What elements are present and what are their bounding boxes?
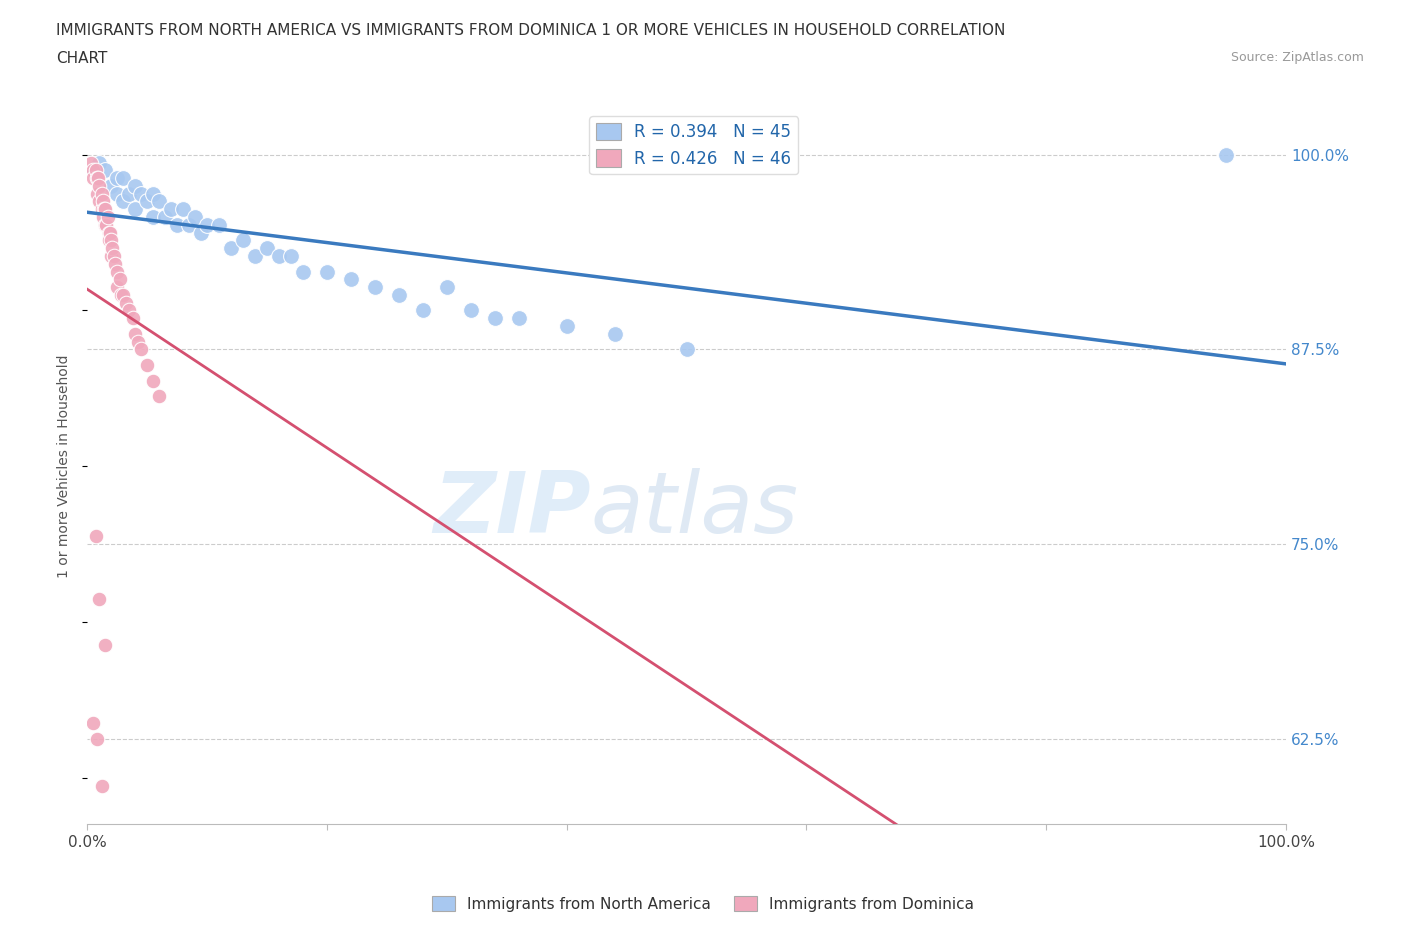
Point xyxy=(316,264,339,279)
Point xyxy=(148,194,170,209)
Point xyxy=(105,170,128,185)
Point xyxy=(87,170,110,185)
Point xyxy=(114,295,136,310)
Point xyxy=(94,218,117,232)
Point xyxy=(142,209,165,224)
Point xyxy=(160,202,183,217)
Point xyxy=(94,202,117,217)
Point xyxy=(101,241,124,256)
Point xyxy=(89,155,111,170)
Point xyxy=(267,248,290,263)
Point xyxy=(80,155,103,170)
Point xyxy=(91,194,114,209)
Point xyxy=(460,303,482,318)
Point xyxy=(256,241,278,256)
Point xyxy=(675,342,697,357)
Point xyxy=(340,272,363,286)
Point xyxy=(110,287,132,302)
Point xyxy=(1215,147,1237,162)
Legend: R = 0.394   N = 45, R = 0.426   N = 46: R = 0.394 N = 45, R = 0.426 N = 46 xyxy=(589,116,799,174)
Point xyxy=(436,280,458,295)
Point xyxy=(172,202,194,217)
Text: CHART: CHART xyxy=(56,51,108,66)
Point xyxy=(112,194,135,209)
Point xyxy=(97,225,120,240)
Point xyxy=(112,287,135,302)
Point xyxy=(105,186,128,201)
Point xyxy=(118,186,141,201)
Point xyxy=(112,170,135,185)
Point xyxy=(124,179,146,193)
Point xyxy=(96,209,118,224)
Text: Source: ZipAtlas.com: Source: ZipAtlas.com xyxy=(1230,51,1364,64)
Point xyxy=(90,186,112,201)
Point xyxy=(484,311,506,325)
Point xyxy=(129,186,152,201)
Point xyxy=(243,248,266,263)
Point xyxy=(98,225,121,240)
Point xyxy=(555,319,578,334)
Point xyxy=(195,218,218,232)
Point xyxy=(84,163,107,178)
Point xyxy=(103,248,125,263)
Point xyxy=(100,248,122,263)
Text: atlas: atlas xyxy=(591,468,799,551)
Point xyxy=(136,357,159,372)
Point xyxy=(82,170,104,185)
Point xyxy=(89,179,111,193)
Point xyxy=(82,163,104,178)
Point xyxy=(118,303,141,318)
Point xyxy=(142,373,165,388)
Point xyxy=(105,264,128,279)
Y-axis label: 1 or more Vehicles in Household: 1 or more Vehicles in Household xyxy=(58,354,72,578)
Point xyxy=(86,170,108,185)
Point xyxy=(89,194,111,209)
Point xyxy=(388,287,411,302)
Point xyxy=(108,272,131,286)
Point xyxy=(412,303,434,318)
Point xyxy=(94,163,117,178)
Point xyxy=(82,716,104,731)
Point xyxy=(97,232,120,247)
Point xyxy=(82,163,104,178)
Text: ZIP: ZIP xyxy=(433,468,591,551)
Text: IMMIGRANTS FROM NORTH AMERICA VS IMMIGRANTS FROM DOMINICA 1 OR MORE VEHICLES IN : IMMIGRANTS FROM NORTH AMERICA VS IMMIGRA… xyxy=(56,23,1005,38)
Point xyxy=(96,218,118,232)
Point xyxy=(184,209,207,224)
Point xyxy=(86,731,108,746)
Point xyxy=(94,638,117,653)
Point xyxy=(166,218,188,232)
Point xyxy=(90,202,112,217)
Point xyxy=(124,202,146,217)
Point xyxy=(219,241,242,256)
Point xyxy=(603,326,626,341)
Legend: Immigrants from North America, Immigrants from Dominica: Immigrants from North America, Immigrant… xyxy=(426,889,980,918)
Point xyxy=(100,232,122,247)
Point xyxy=(136,194,159,209)
Point xyxy=(232,232,254,247)
Point xyxy=(364,280,387,295)
Point xyxy=(89,591,111,606)
Point xyxy=(177,218,200,232)
Point xyxy=(84,529,107,544)
Point xyxy=(153,209,176,224)
Point xyxy=(208,218,231,232)
Point xyxy=(127,334,149,349)
Point xyxy=(190,225,212,240)
Point xyxy=(104,257,127,272)
Point xyxy=(280,248,302,263)
Point xyxy=(91,209,114,224)
Point xyxy=(86,186,108,201)
Point xyxy=(129,342,152,357)
Point xyxy=(100,179,122,193)
Point xyxy=(90,778,112,793)
Point xyxy=(121,311,143,325)
Point xyxy=(291,264,314,279)
Point xyxy=(124,326,146,341)
Point xyxy=(142,186,165,201)
Point xyxy=(148,389,170,404)
Point xyxy=(93,202,115,217)
Point xyxy=(105,280,128,295)
Point xyxy=(508,311,530,325)
